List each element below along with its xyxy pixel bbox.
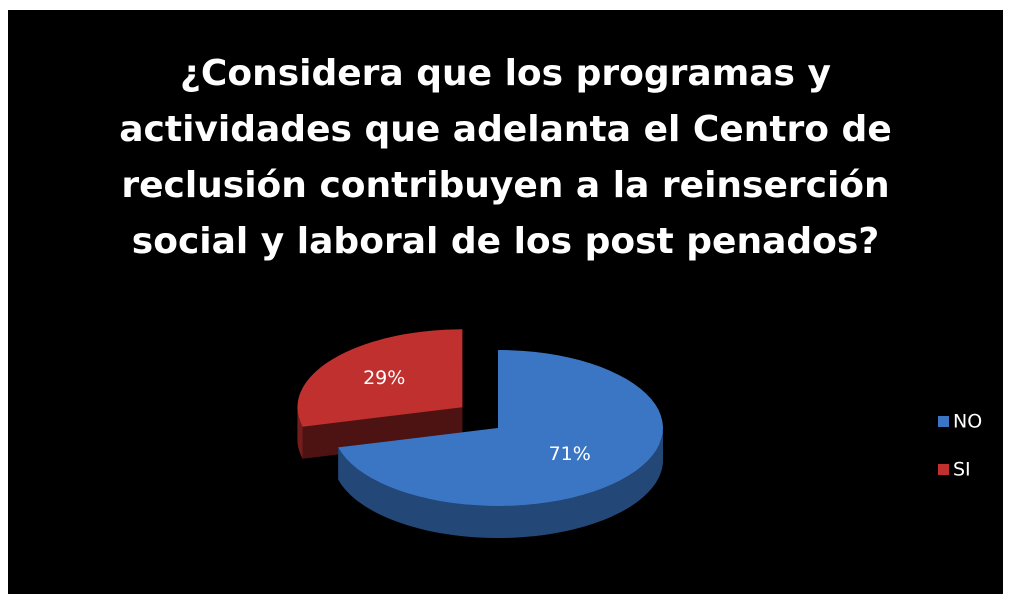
- legend-swatch: [938, 464, 949, 475]
- slice: [297, 329, 463, 427]
- slice-side: [338, 428, 663, 538]
- slice-wall: [302, 407, 463, 459]
- data-label: 29%: [363, 367, 405, 389]
- legend-label: NO: [953, 411, 982, 433]
- chart-title: ¿Considera que los programas y actividad…: [119, 53, 892, 262]
- slide: 29% 71% NO SI ¿Considera que los programas …: [8, 10, 1003, 594]
- data-label: 71%: [549, 443, 591, 465]
- slice: [338, 350, 663, 506]
- chart: 29% 71% NO SI: [297, 329, 982, 538]
- slice-side: [297, 407, 303, 459]
- legend-label: SI: [953, 459, 971, 481]
- legend-swatch: [938, 416, 949, 427]
